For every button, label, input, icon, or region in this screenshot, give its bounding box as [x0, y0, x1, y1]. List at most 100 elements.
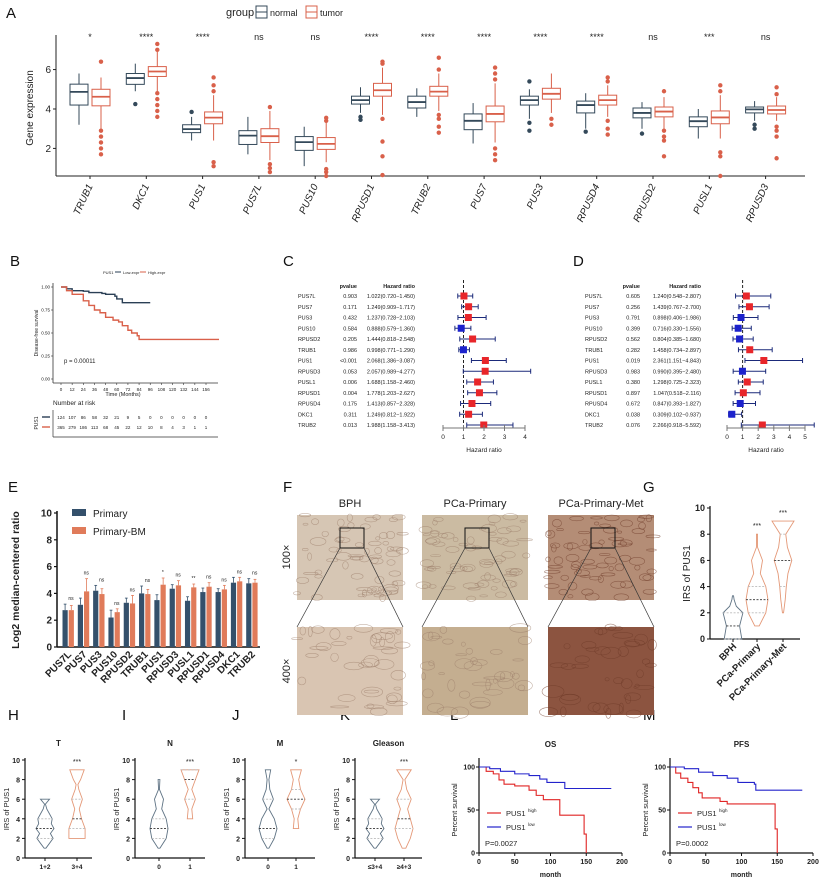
- y-tick-label: 100: [463, 765, 475, 772]
- outlier-point: [98, 59, 104, 64]
- panel-label: G: [643, 479, 655, 496]
- zoom-connector: [614, 547, 655, 628]
- gene-label: PUS7L: [298, 294, 315, 300]
- tissue-texture: [541, 685, 565, 698]
- y-tick-label: 0: [46, 643, 52, 654]
- gene-label: DKC1: [585, 412, 600, 418]
- y-tick-label: 4: [126, 817, 130, 824]
- tissue-texture: [645, 534, 661, 539]
- tissue-texture: [631, 528, 646, 534]
- panel-h-violin: 0 2 4 6 8 10 IRS of PUS1 T 1+2 *** 3+4: [2, 739, 92, 871]
- hr-point: [460, 292, 468, 300]
- y-tick-label: 0: [700, 634, 705, 644]
- p-value: P=0.0027: [485, 839, 517, 848]
- tissue-texture: [614, 563, 625, 572]
- tissue-texture: [460, 563, 476, 573]
- survival-curve: [479, 766, 612, 790]
- x-tick-label: 4: [788, 434, 792, 441]
- image-100x: [543, 514, 661, 602]
- y-tick-label: 4: [45, 104, 51, 115]
- tissue-texture: [362, 589, 367, 598]
- pvalue: 0.986: [343, 348, 357, 354]
- bar: [175, 585, 182, 647]
- violin-shape: [365, 798, 385, 849]
- y-tick-label: 6: [16, 797, 20, 804]
- panel-label: L: [450, 707, 458, 724]
- outlier-point: [436, 67, 441, 72]
- tissue-texture: [478, 527, 487, 531]
- p-value: P=0.0002: [676, 839, 708, 848]
- tissue-texture: [600, 572, 616, 577]
- legend-label: PUS1: [697, 823, 717, 832]
- pvalue-header: pvalue: [340, 284, 357, 290]
- tissue-texture: [374, 576, 385, 584]
- tissue-texture: [442, 638, 454, 645]
- outlier-point: [492, 71, 498, 76]
- tissue-texture: [585, 646, 600, 652]
- gene-label: PUS1: [298, 359, 312, 365]
- tissue-texture: [342, 561, 349, 570]
- tissue-texture: [297, 676, 307, 686]
- x-tick-label: 24: [81, 387, 87, 392]
- gene-label: RPUSD3: [298, 369, 320, 375]
- significance-label: ns: [648, 32, 658, 42]
- outlier-point: [718, 150, 723, 155]
- bar: [200, 592, 206, 647]
- x-tick-label: 0: [477, 859, 481, 866]
- panel-title: PFS: [734, 740, 750, 749]
- outlier-point: [774, 124, 779, 129]
- significance-label: ns: [145, 578, 151, 584]
- risk-count: 3: [182, 425, 185, 430]
- tissue-texture: [484, 572, 491, 581]
- zoom-connector: [421, 547, 466, 628]
- pvalue: 0.380: [626, 380, 640, 386]
- y-tick-label: 10: [12, 758, 20, 765]
- gene-label: RPUSD4: [298, 402, 320, 408]
- hr-point: [468, 400, 476, 407]
- risk-count: 32: [103, 415, 109, 420]
- zoom-region-box: [590, 527, 616, 549]
- y-axis-label: IRS of PUS1: [112, 788, 121, 831]
- outlier-point: [267, 161, 273, 167]
- legend-title: PUS1: [103, 270, 114, 275]
- tissue-texture: [610, 580, 626, 589]
- violin-shape: [149, 779, 169, 849]
- risk-count: 21: [114, 415, 120, 420]
- hr-header: Hazard ratio: [383, 284, 415, 290]
- outlier-point: [774, 85, 779, 90]
- tissue-texture: [439, 626, 448, 634]
- risk-count: 22: [125, 425, 131, 430]
- significance-label: ***: [186, 759, 194, 766]
- hr-point: [481, 357, 489, 364]
- tissue-texture: [560, 694, 579, 701]
- outlier-point: [752, 126, 757, 131]
- tissue-background: [422, 627, 528, 715]
- tissue-texture: [512, 658, 524, 662]
- tissue-texture: [497, 527, 512, 535]
- tissue-texture: [454, 658, 474, 670]
- gene-label: RPUSD2: [585, 337, 607, 343]
- significance-label: ns: [130, 587, 136, 593]
- tissue-texture: [330, 652, 339, 662]
- tissue-texture: [604, 677, 610, 682]
- tissue-texture: [597, 575, 604, 583]
- zoom-connector: [547, 547, 592, 628]
- tissue-texture: [369, 634, 377, 647]
- x-tick-label: ≥4+3: [397, 864, 412, 871]
- tissue-texture: [441, 532, 455, 540]
- tissue-texture: [375, 536, 381, 541]
- tissue-texture: [379, 628, 399, 634]
- tissue-texture: [492, 578, 501, 583]
- x-tick-label: 0: [157, 864, 161, 871]
- outlier-point: [324, 173, 329, 179]
- tissue-texture: [472, 659, 488, 666]
- x-tick-label: 96: [148, 387, 154, 392]
- y-tick-label: 50: [467, 808, 475, 815]
- x-tick-label: 4: [523, 434, 527, 441]
- tissue-texture: [329, 628, 341, 640]
- tissue-texture: [338, 526, 351, 532]
- hr-point: [457, 324, 465, 332]
- x-tick-label: 0: [725, 434, 729, 441]
- legend-label: PUS1: [697, 809, 717, 818]
- zoom-connector: [363, 547, 404, 628]
